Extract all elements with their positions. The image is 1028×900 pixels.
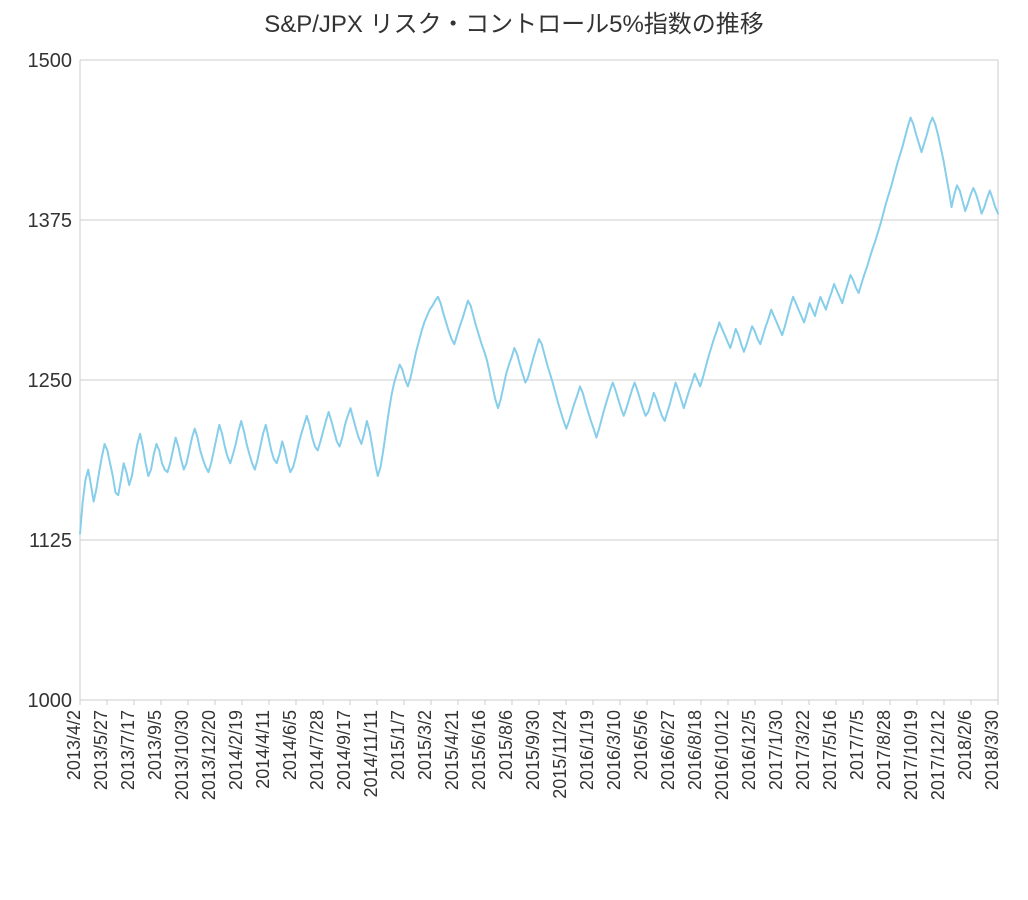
x-axis-label: 2018/3/30 — [982, 710, 1002, 790]
x-axis-label: 2017/12/12 — [928, 710, 948, 800]
x-axis-label: 2014/6/5 — [280, 710, 300, 780]
x-axis-label: 2016/8/18 — [685, 710, 705, 790]
x-axis-label: 2015/11/24 — [550, 710, 570, 799]
x-axis-label: 2013/5/27 — [91, 710, 111, 790]
chart-title: S&P/JPX リスク・コントロール5%指数の推移 — [264, 11, 764, 38]
x-axis-label: 2014/9/17 — [334, 710, 354, 790]
line-chart: S&P/JPX リスク・コントロール5%指数の推移 1000 1125 1250 137… — [0, 0, 1028, 900]
y-axis-label: 1125 — [29, 530, 72, 552]
x-axis-label: 2016/10/12 — [712, 710, 732, 800]
y-axis-label: 1000 — [28, 690, 73, 712]
x-axis-label: 2015/9/30 — [523, 710, 543, 790]
x-axis-label: 2014/4/11 — [253, 710, 273, 789]
x-axis-label: 2013/12/20 — [199, 710, 219, 800]
x-axis-label: 2016/12/5 — [739, 710, 759, 790]
x-axis-label: 2016/1/19 — [577, 710, 597, 790]
x-axis-label: 2017/5/16 — [820, 710, 840, 790]
x-axis-label: 2014/7/28 — [307, 710, 327, 790]
x-axis-label: 2017/1/30 — [766, 710, 786, 790]
x-axis-label: 2016/5/6 — [631, 710, 651, 780]
x-axis-label: 2015/6/16 — [469, 710, 489, 790]
x-axis-label: 2017/3/22 — [793, 710, 813, 790]
x-axis-label: 2018/2/6 — [955, 710, 975, 780]
x-axis-label: 2015/8/6 — [496, 710, 516, 780]
x-axis-label: 2013/7/17 — [118, 710, 138, 790]
y-axis-label: 1375 — [28, 210, 73, 232]
x-axis-label: 2017/10/19 — [901, 710, 921, 800]
x-axis-label: 2015/4/21 — [442, 710, 462, 790]
x-axis-label: 2013/9/5 — [145, 710, 165, 780]
x-axis-label: 2013/10/30 — [172, 710, 192, 800]
y-axis-label: 1250 — [28, 370, 73, 392]
x-axis-label: 2015/1/7 — [388, 710, 408, 780]
y-axis-label: 1500 — [28, 50, 73, 72]
x-axis-label: 2014/11/11 — [361, 710, 381, 797]
x-axis-label: 2016/3/10 — [604, 710, 624, 790]
x-axis-label: 2013/4/2 — [64, 710, 84, 780]
x-axis-label: 2017/7/5 — [847, 710, 867, 780]
x-axis-label: 2015/3/2 — [415, 710, 435, 780]
chart-container: S&P/JPX リスク・コントロール5%指数の推移 1000 1125 1250 137… — [0, 0, 1028, 900]
x-axis-label: 2014/2/19 — [226, 710, 246, 790]
x-axis-label: 2017/8/28 — [874, 710, 894, 790]
x-axis-label: 2016/6/27 — [658, 710, 678, 790]
